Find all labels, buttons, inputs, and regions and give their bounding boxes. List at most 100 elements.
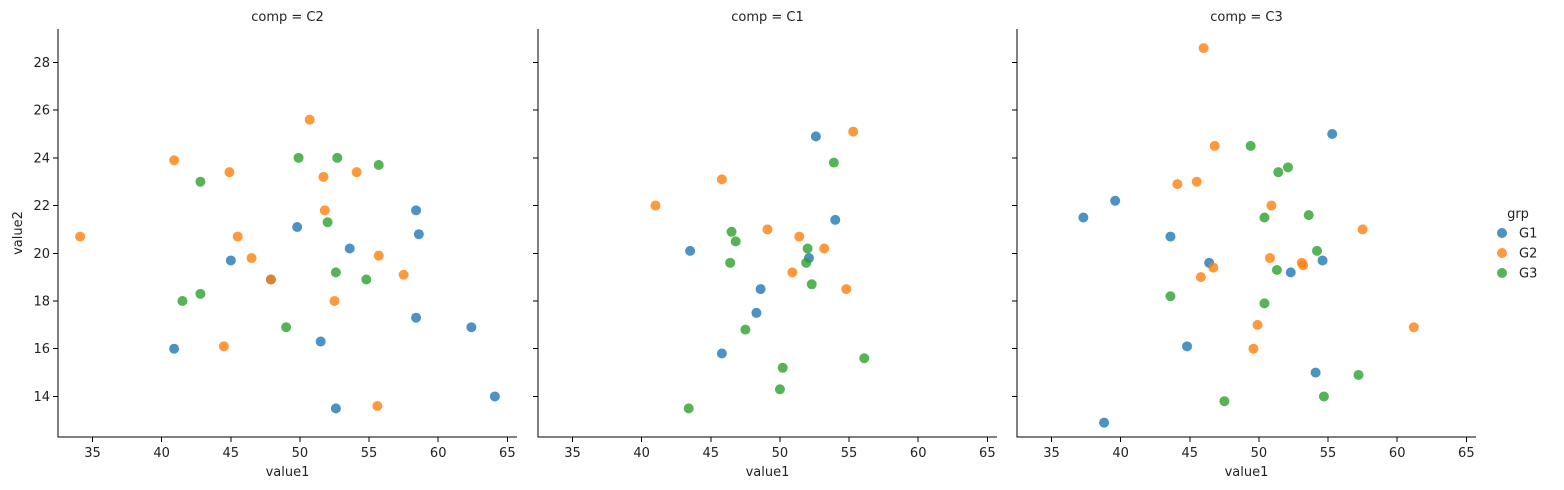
x-tick-label: 65 [979, 446, 996, 461]
x-tick-label: 60 [910, 446, 927, 461]
y-tick-label: 16 [33, 342, 50, 357]
series-g2 [1172, 43, 1419, 354]
data-point [1357, 224, 1368, 235]
data-point [319, 205, 330, 216]
y-tick-label: 14 [33, 390, 50, 405]
data-point [1298, 260, 1309, 271]
data-point [489, 391, 500, 402]
series-g1 [1078, 128, 1338, 428]
data-point [1195, 272, 1206, 283]
data-point [75, 231, 86, 242]
data-point [819, 243, 830, 254]
data-point [169, 155, 180, 166]
data-point [1099, 417, 1110, 428]
legend-label: G2 [1519, 247, 1537, 262]
data-point [806, 279, 817, 290]
x-tick-label: 50 [292, 446, 309, 461]
data-point [398, 269, 409, 280]
data-point [293, 152, 304, 163]
data-point [762, 224, 773, 235]
data-point [1327, 128, 1338, 139]
data-point [716, 348, 727, 359]
data-point [1317, 255, 1328, 266]
data-point [344, 243, 355, 254]
data-point [351, 167, 362, 178]
data-point [315, 336, 326, 347]
data-point [1198, 43, 1209, 54]
x-tick-label: 55 [1320, 446, 1337, 461]
y-tick-label: 24 [33, 151, 50, 166]
data-point [683, 403, 694, 414]
x-tick-label: 40 [1112, 446, 1129, 461]
data-point [1110, 195, 1121, 206]
data-point [1310, 367, 1321, 378]
data-point [841, 284, 852, 295]
panels: comp = C2 35 40 45 50 55 60 65 14 16 18 20 22 24 26 28 v… [33, 10, 1476, 480]
data-point [1172, 179, 1183, 190]
y-tick-label: 28 [33, 56, 50, 71]
data-point [685, 245, 696, 256]
data-point [373, 250, 384, 261]
data-point [318, 171, 329, 182]
data-point [774, 384, 785, 395]
data-point [1259, 212, 1270, 223]
data-point [1353, 369, 1364, 380]
data-point [755, 284, 766, 295]
data-point [1266, 200, 1277, 211]
data-point [777, 362, 788, 373]
data-point [725, 257, 736, 268]
legend-marker [1497, 228, 1507, 238]
data-point [1259, 298, 1270, 309]
data-point [292, 222, 303, 233]
y-tick-label: 20 [33, 247, 50, 262]
data-point [716, 174, 727, 185]
data-point [195, 176, 206, 187]
data-point [1303, 210, 1314, 221]
data-point [1245, 140, 1256, 151]
x-tick-label: 50 [1251, 446, 1268, 461]
series-g2 [650, 126, 859, 295]
data-point [787, 267, 798, 278]
data-point [169, 343, 180, 354]
data-point [1219, 396, 1230, 407]
legend-item-g1: G1 [1497, 227, 1537, 242]
data-point [281, 322, 292, 333]
data-point [246, 253, 257, 264]
legend-title: grp [1507, 207, 1529, 222]
data-point [730, 236, 741, 247]
panel-title: comp = C1 [731, 10, 804, 25]
x-tick-label: 45 [1182, 446, 1199, 461]
facet-panel-1: comp = C2 35 40 45 50 55 60 65 14 16 18 20 22 24 26 28 v… [33, 10, 517, 480]
x-tick-label: 40 [153, 446, 170, 461]
data-point [810, 131, 821, 142]
data-point [332, 152, 343, 163]
data-point [322, 217, 333, 228]
data-point [1248, 343, 1259, 354]
data-point [740, 324, 751, 335]
data-point [1252, 319, 1263, 330]
x-tick-label: 60 [430, 446, 447, 461]
series-g3 [683, 157, 870, 414]
legend: grp G1 G2 G3 [1497, 207, 1537, 282]
x-tick-label: 45 [703, 446, 720, 461]
legend-items: G1 G2 G3 [1497, 227, 1537, 282]
data-point [828, 157, 839, 168]
legend-item-g3: G3 [1497, 267, 1537, 282]
x-tick-label: 35 [564, 446, 581, 461]
legend-item-g2: G2 [1497, 247, 1537, 262]
series-g2 [75, 114, 409, 411]
data-point [1265, 253, 1276, 264]
data-point [361, 274, 372, 285]
data-point [466, 322, 477, 333]
data-point [329, 296, 340, 306]
data-point [1318, 391, 1329, 402]
data-point [265, 274, 276, 285]
data-point [413, 229, 424, 240]
y-axis-title-group: value2 [11, 211, 26, 255]
data-point [830, 214, 841, 225]
data-point [1282, 162, 1293, 173]
y-tick-label: 26 [33, 104, 50, 119]
data-point [726, 226, 737, 237]
y-tick-label: 18 [33, 295, 50, 310]
